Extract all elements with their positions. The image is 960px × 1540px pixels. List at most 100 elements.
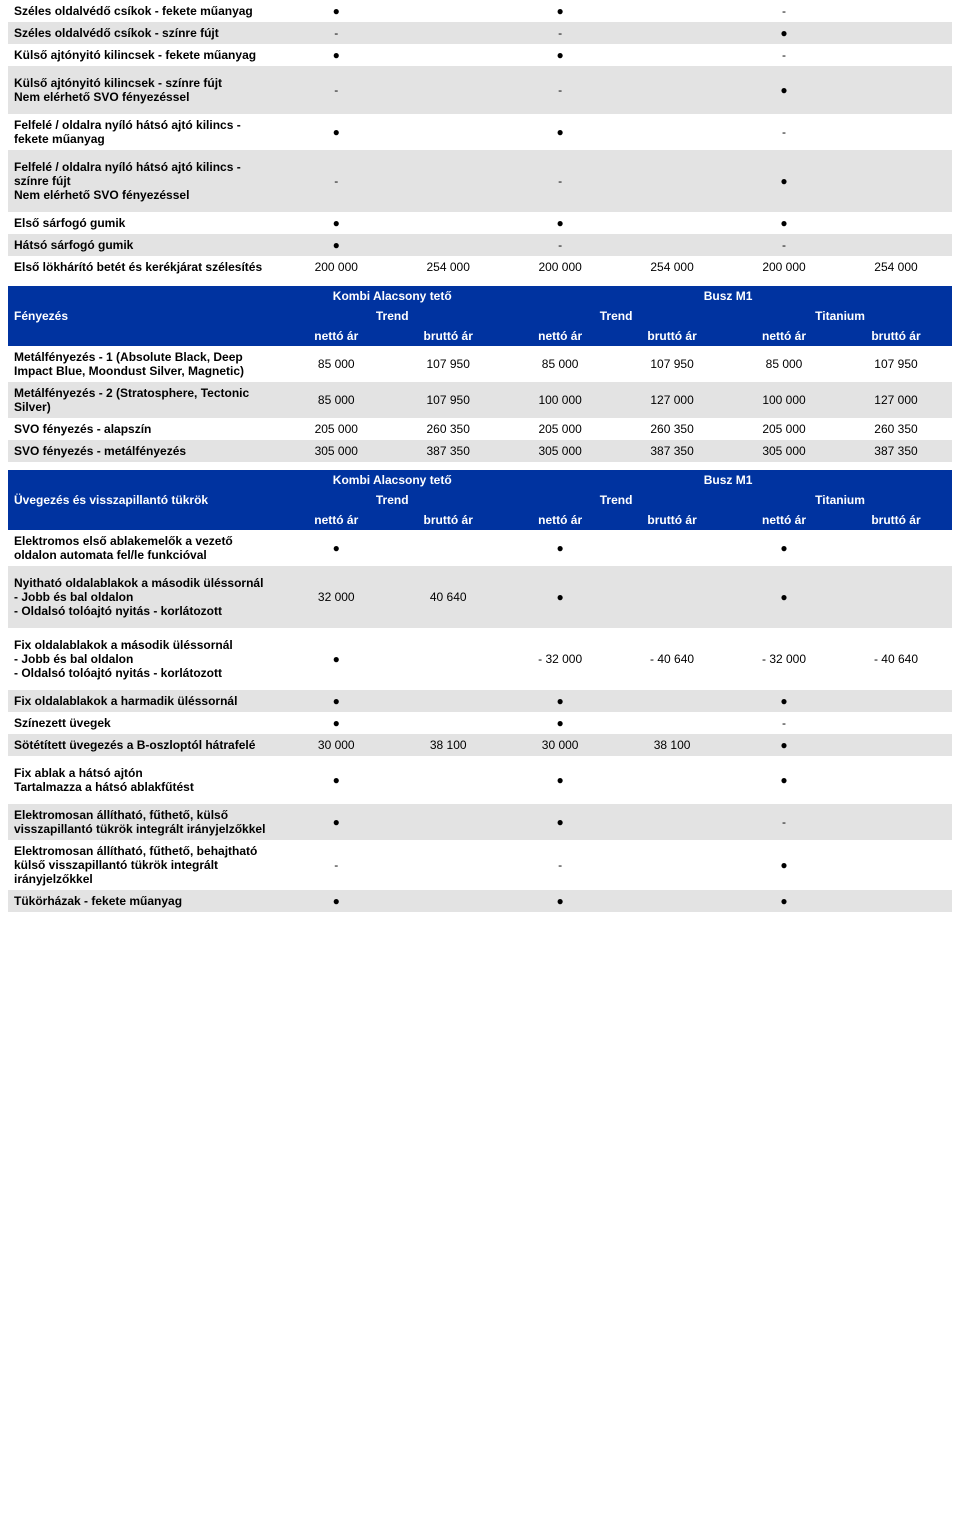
data-cell: 200 000 xyxy=(504,256,616,278)
data-cell: 205 000 xyxy=(280,418,392,440)
data-cell xyxy=(840,566,952,628)
data-cell: ● xyxy=(504,712,616,734)
data-cell: 254 000 xyxy=(616,256,728,278)
data-cell xyxy=(840,150,952,212)
table-row: Nyitható oldalablakok a második üléssorn… xyxy=(8,566,952,628)
data-cell: ● xyxy=(504,212,616,234)
data-cell xyxy=(392,66,504,114)
data-cell: 30 000 xyxy=(280,734,392,756)
data-cell xyxy=(392,690,504,712)
data-cell: 38 100 xyxy=(392,734,504,756)
header-group1: Kombi Alacsony tető xyxy=(280,470,504,490)
data-cell: ● xyxy=(280,0,392,22)
data-cell: 260 350 xyxy=(392,418,504,440)
header-netto: nettó ár xyxy=(280,326,392,346)
table-row: Tükörházak - fekete műanyag●●● xyxy=(8,890,952,912)
data-cell: - 40 640 xyxy=(616,628,728,690)
data-cell: 387 350 xyxy=(840,440,952,462)
data-cell: ● xyxy=(728,566,840,628)
header-brutto: bruttó ár xyxy=(840,510,952,530)
data-cell xyxy=(392,890,504,912)
data-cell xyxy=(840,840,952,890)
table-row: Fix oldalablakok a harmadik üléssornál●●… xyxy=(8,690,952,712)
row-label: Nyitható oldalablakok a második üléssorn… xyxy=(8,566,280,628)
row-label: Sötétített üvegezés a B-oszloptól hátraf… xyxy=(8,734,280,756)
data-cell: 85 000 xyxy=(280,382,392,418)
row-label: Külső ajtónyitó kilincsek - színre fújtN… xyxy=(8,66,280,114)
data-cell: ● xyxy=(504,0,616,22)
data-cell: ● xyxy=(728,890,840,912)
data-cell xyxy=(840,756,952,804)
header-trend: Trend xyxy=(280,306,504,326)
data-cell xyxy=(616,530,728,566)
data-cell xyxy=(392,44,504,66)
data-cell: - xyxy=(728,0,840,22)
data-cell: 260 350 xyxy=(840,418,952,440)
data-cell xyxy=(392,530,504,566)
table-row: SVO fényezés - metálfényezés305 000387 3… xyxy=(8,440,952,462)
data-cell: ● xyxy=(728,22,840,44)
data-cell xyxy=(616,44,728,66)
data-cell: ● xyxy=(728,66,840,114)
header-titanium: Titanium xyxy=(728,490,952,510)
data-cell xyxy=(392,628,504,690)
data-cell: 107 950 xyxy=(616,346,728,382)
header-brutto: bruttó ár xyxy=(392,510,504,530)
data-cell xyxy=(840,0,952,22)
data-cell xyxy=(616,756,728,804)
header-rowlabel: Üvegezés és visszapillantó tükrök xyxy=(8,470,280,530)
data-cell: 40 640 xyxy=(392,566,504,628)
data-cell xyxy=(392,234,504,256)
data-cell xyxy=(616,690,728,712)
data-cell: ● xyxy=(504,690,616,712)
data-cell xyxy=(616,566,728,628)
row-label: Elektromosan állítható, fűthető, külső v… xyxy=(8,804,280,840)
data-cell: - xyxy=(504,840,616,890)
data-cell xyxy=(840,804,952,840)
data-cell xyxy=(840,234,952,256)
header-netto: nettó ár xyxy=(504,326,616,346)
data-cell: - xyxy=(728,234,840,256)
data-cell xyxy=(616,804,728,840)
data-cell xyxy=(840,66,952,114)
data-cell: ● xyxy=(280,890,392,912)
data-cell xyxy=(392,804,504,840)
data-cell: ● xyxy=(280,804,392,840)
data-cell xyxy=(392,150,504,212)
data-cell xyxy=(392,840,504,890)
data-cell xyxy=(392,756,504,804)
row-label: Első sárfogó gumik xyxy=(8,212,280,234)
data-cell: ● xyxy=(728,734,840,756)
row-label: SVO fényezés - alapszín xyxy=(8,418,280,440)
row-label: Tükörházak - fekete műanyag xyxy=(8,890,280,912)
data-cell: ● xyxy=(728,840,840,890)
data-cell xyxy=(840,712,952,734)
header-group2: Busz M1 xyxy=(504,470,952,490)
header-brutto: bruttó ár xyxy=(840,326,952,346)
row-label: Hátsó sárfogó gumik xyxy=(8,234,280,256)
data-cell: ● xyxy=(504,530,616,566)
row-label: Metálfényezés - 2 (Stratosphere, Tectoni… xyxy=(8,382,280,418)
data-cell: 305 000 xyxy=(280,440,392,462)
data-cell xyxy=(392,114,504,150)
header-trend: Trend xyxy=(504,306,728,326)
header-netto: nettó ár xyxy=(728,510,840,530)
data-cell: 305 000 xyxy=(504,440,616,462)
data-cell: 32 000 xyxy=(280,566,392,628)
row-label: Széles oldalvédő csíkok - fekete műanyag xyxy=(8,0,280,22)
table-row: Széles oldalvédő csíkok - fekete műanyag… xyxy=(8,0,952,22)
data-cell xyxy=(840,212,952,234)
data-cell xyxy=(616,22,728,44)
data-cell: - xyxy=(504,66,616,114)
data-cell: 107 950 xyxy=(392,382,504,418)
data-cell: ● xyxy=(280,712,392,734)
data-cell: 200 000 xyxy=(728,256,840,278)
row-label: Metálfényezés - 1 (Absolute Black, Deep … xyxy=(8,346,280,382)
data-cell: 387 350 xyxy=(616,440,728,462)
data-cell xyxy=(616,234,728,256)
data-cell xyxy=(840,44,952,66)
data-cell: - 32 000 xyxy=(504,628,616,690)
data-cell: 387 350 xyxy=(392,440,504,462)
header-trend: Trend xyxy=(280,490,504,510)
data-cell: 200 000 xyxy=(280,256,392,278)
